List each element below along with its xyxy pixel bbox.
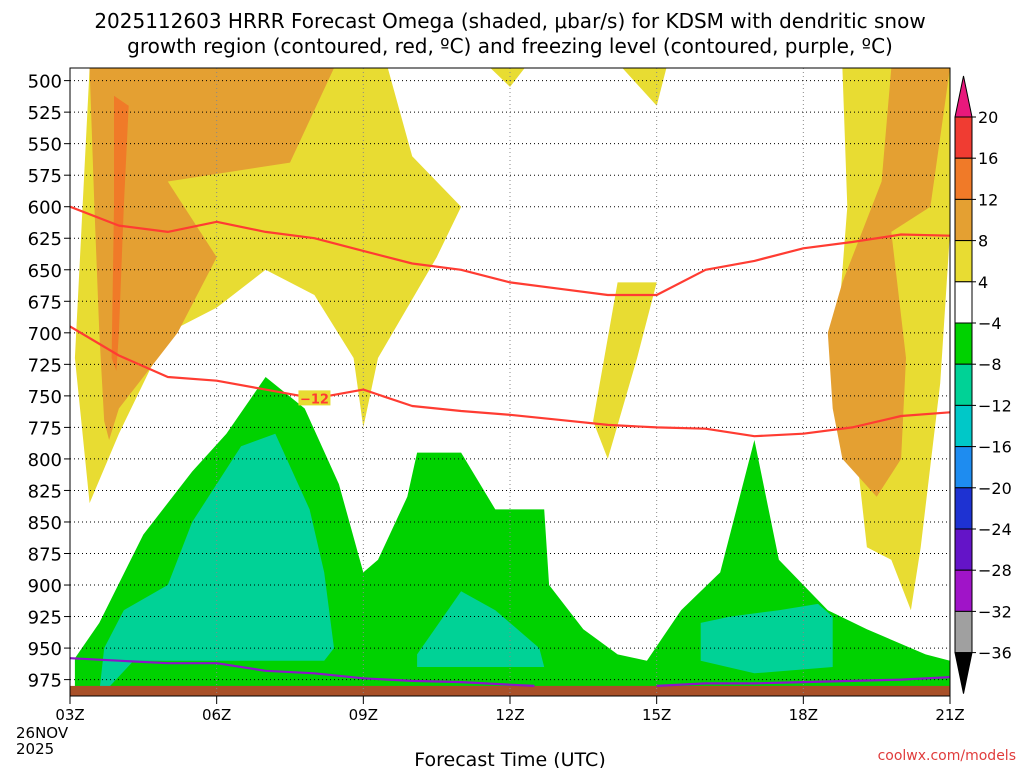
colorbar-label: 16 <box>978 149 998 168</box>
x-axis-time: 03Z 06Z 09Z 12Z 15Z 18Z 21Z <box>55 696 965 724</box>
y-tick-label: 700 <box>28 324 62 345</box>
colorbar-label: 4 <box>978 273 988 292</box>
x-date-label-line1: 26NOV <box>16 724 69 742</box>
dgz-contour-line <box>70 205 950 297</box>
y-tick-label: 575 <box>28 166 62 187</box>
y-tick-label: 525 <box>28 103 62 124</box>
x-tick-label: 03Z <box>55 706 84 724</box>
contour-label-bg <box>298 390 331 406</box>
omega-negative-8-right <box>700 603 833 674</box>
colorbar-label: −24 <box>978 520 1012 539</box>
y-tick-label: 675 <box>28 292 62 313</box>
x-tick-label: 21Z <box>935 706 964 724</box>
colorbar-label: 20 <box>978 108 998 127</box>
omega-positive-12-west <box>111 95 129 371</box>
colorbar-swatch <box>954 240 973 283</box>
y-axis-pressure: 500 525 550 575 600 625 650 675 700 725 750 775 800 8… <box>28 72 70 692</box>
temperature-contours <box>70 205 950 687</box>
colorbar-label: −28 <box>978 561 1012 580</box>
chart-title-line1: 2025112603 HRRR Forecast Omega (shaded, … <box>94 9 925 33</box>
freezing-level-line <box>656 676 950 687</box>
colorbar-label: −32 <box>978 602 1012 621</box>
x-date-label-line2: 2025 <box>16 740 54 758</box>
x-tick-label: 18Z <box>789 706 818 724</box>
colorbar-bottom-triangle <box>954 652 973 694</box>
colorbar-label: −4 <box>978 314 1002 333</box>
omega-colorbar-legend: 20 16 12 8 4 −4 −8 −12 −16 −20 −24 −28 −32 −36 <box>954 75 1012 694</box>
colorbar-label: −12 <box>978 396 1012 415</box>
source-credit: coolwx.com/models <box>878 748 1016 764</box>
y-tick-label: 750 <box>28 387 62 408</box>
colorbar-swatch <box>954 116 973 159</box>
colorbar-top-triangle <box>954 75 973 118</box>
colorbar-swatch <box>954 569 973 612</box>
contour-label-minus12: −12 <box>300 392 329 407</box>
colorbar-swatch <box>954 363 973 406</box>
contour-labels: −12 <box>298 390 331 407</box>
colorbar-swatch <box>954 198 973 242</box>
freezing-level-line <box>70 657 535 687</box>
colorbar-swatch <box>954 610 973 654</box>
y-tick-label: 900 <box>28 576 62 597</box>
y-tick-label: 500 <box>28 72 62 93</box>
x-tick-label: 09Z <box>349 706 378 724</box>
omega-positive-4-top-right <box>622 68 667 106</box>
colorbar-label: −8 <box>978 355 1002 374</box>
y-tick-label: 925 <box>28 608 62 629</box>
y-tick-label: 600 <box>28 198 62 219</box>
x-axis-label: Forecast Time (UTC) <box>414 749 605 768</box>
x-tick-label: 15Z <box>642 706 671 724</box>
colorbar-label: −36 <box>978 644 1012 663</box>
chart-title-line2: growth region (contoured, red, ºC) and f… <box>127 34 893 58</box>
omega-positive-8-east <box>827 68 950 497</box>
y-tick-label: 650 <box>28 261 62 282</box>
omega-positive-4-mid-1500 <box>593 282 657 459</box>
colorbar-label: 12 <box>978 190 998 209</box>
colorbar-label: −20 <box>978 479 1012 498</box>
colorbar-swatch <box>954 446 973 489</box>
omega-negative-8-mid <box>417 591 545 667</box>
colorbar-swatch <box>954 281 973 324</box>
colorbar-swatch <box>954 322 973 365</box>
y-tick-label: 625 <box>28 229 62 250</box>
y-tick-label: 975 <box>28 671 62 692</box>
colorbar-swatch <box>954 404 973 448</box>
omega-shaded-regions <box>74 68 950 693</box>
colorbar-label: 8 <box>978 232 988 251</box>
colorbar-swatch <box>954 528 973 571</box>
y-tick-label: 775 <box>28 418 62 439</box>
dgz-contour-line <box>70 325 950 438</box>
omega-negative-8-left <box>99 433 334 693</box>
omega-positive-8-west <box>89 68 334 440</box>
x-tick-label: 12Z <box>495 706 524 724</box>
y-tick-label: 550 <box>28 135 62 156</box>
gridlines <box>70 68 950 696</box>
omega-positive-4-top-mid <box>490 68 525 87</box>
x-tick-label: 06Z <box>202 706 231 724</box>
y-tick-label: 825 <box>28 481 62 502</box>
y-tick-label: 725 <box>28 355 62 376</box>
ground-fill <box>70 685 950 696</box>
colorbar-swatch <box>954 157 973 200</box>
y-tick-label: 850 <box>28 513 62 534</box>
y-tick-label: 875 <box>28 545 62 566</box>
colorbar-swatch <box>954 487 973 530</box>
ground-surface <box>70 685 950 696</box>
y-tick-label: 950 <box>28 639 62 660</box>
colorbar-label: −16 <box>978 438 1012 457</box>
y-tick-label: 800 <box>28 450 62 471</box>
